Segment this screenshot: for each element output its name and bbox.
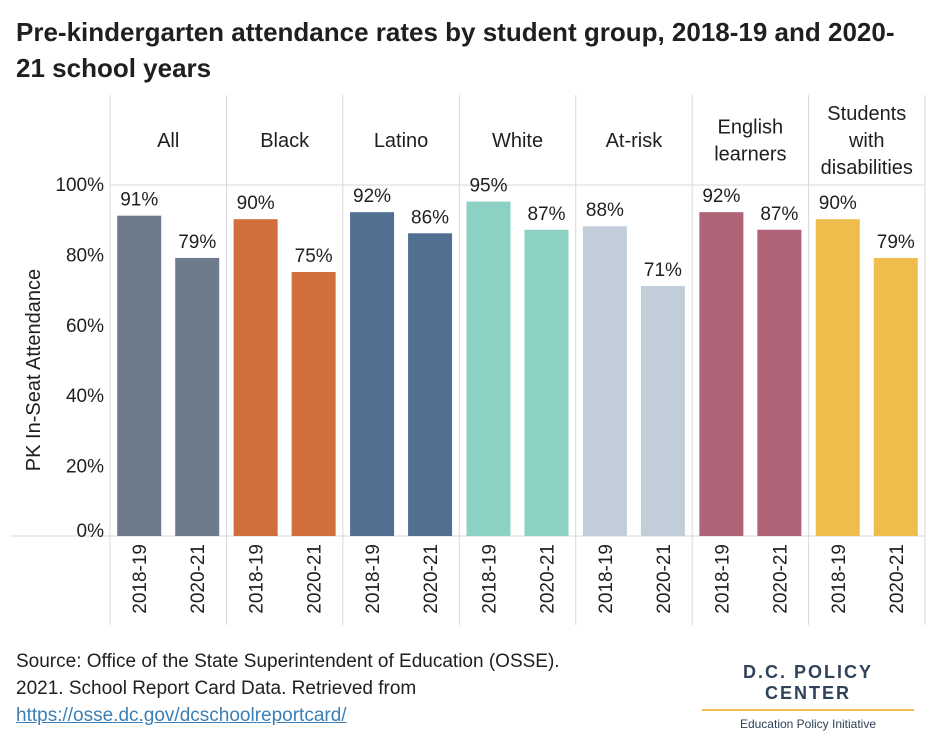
bar-data-label: 88% bbox=[586, 200, 624, 221]
group-header-label: English bbox=[718, 117, 784, 139]
bar bbox=[757, 229, 802, 536]
x-tick-label: 2018-19 bbox=[363, 544, 384, 614]
x-tick-label: 2020-21 bbox=[887, 544, 908, 614]
bar-data-label: 79% bbox=[877, 232, 915, 253]
group-header-label: learners bbox=[714, 144, 786, 166]
logo-subtitle: Education Policy Initiative bbox=[739, 717, 877, 731]
x-tick-label: 2020-21 bbox=[654, 544, 675, 614]
x-tick-label: 2018-19 bbox=[829, 544, 850, 614]
group-header-label: At-risk bbox=[606, 130, 664, 152]
bar-data-label: 87% bbox=[760, 204, 798, 225]
y-tick-label: 80% bbox=[66, 245, 104, 266]
bar bbox=[291, 272, 336, 536]
x-tick-label: 2018-19 bbox=[247, 544, 268, 614]
x-tick-label: 2018-19 bbox=[596, 544, 617, 614]
group-header-label: with bbox=[848, 130, 885, 152]
bar bbox=[524, 229, 569, 536]
bar-data-label: 90% bbox=[237, 193, 275, 214]
y-tick-label: 60% bbox=[66, 316, 104, 337]
logo-name: D.C. POLICY CENTER bbox=[702, 662, 914, 711]
bar bbox=[699, 212, 744, 536]
bar bbox=[582, 226, 627, 537]
y-axis-title: PK In-Seat Attendance bbox=[23, 269, 45, 471]
bar-data-label: 92% bbox=[702, 186, 740, 207]
bar-data-label: 90% bbox=[819, 193, 857, 214]
x-tick-label: 2020-21 bbox=[770, 544, 791, 614]
x-tick-label: 2020-21 bbox=[188, 544, 209, 614]
y-tick-label: 40% bbox=[66, 386, 104, 407]
bar bbox=[466, 201, 511, 536]
source-line-1: Source: Office of the State Superintende… bbox=[16, 651, 560, 672]
x-tick-label: 2018-19 bbox=[130, 544, 151, 614]
bar bbox=[233, 219, 278, 536]
bar bbox=[873, 257, 918, 536]
dc-policy-center-logo: D.C. POLICY CENTER Education Policy Init… bbox=[702, 662, 914, 731]
group-header-label: All bbox=[157, 130, 179, 152]
source-line-2: 2021. School Report Card Data. Retrieved… bbox=[16, 678, 417, 699]
bar bbox=[117, 215, 162, 536]
bar bbox=[815, 219, 860, 536]
bar bbox=[408, 233, 453, 536]
group-header-label: White bbox=[492, 130, 543, 152]
source-link[interactable]: https://osse.dc.gov/dcschoolreportcard/ bbox=[16, 705, 347, 726]
bar-data-label: 95% bbox=[469, 176, 507, 197]
bar-data-label: 86% bbox=[411, 207, 449, 228]
group-header-label: disabilities bbox=[821, 157, 913, 179]
bar-chart: 0% 20% 40% 60% 80% 100% PK In-Seat Attendance A… bbox=[10, 95, 926, 625]
x-tick-label: 2018-19 bbox=[712, 544, 733, 614]
y-tick-label: 100% bbox=[55, 175, 104, 196]
bar bbox=[350, 212, 395, 536]
x-tick-label: 2018-19 bbox=[480, 544, 501, 614]
x-tick-label: 2020-21 bbox=[421, 544, 442, 614]
chart-title: Pre-kindergarten attendance rates by stu… bbox=[16, 17, 895, 83]
group-header-label: Black bbox=[260, 130, 310, 152]
x-tick-label: 2020-21 bbox=[538, 544, 559, 614]
bar bbox=[640, 286, 685, 536]
bar-data-label: 92% bbox=[353, 186, 391, 207]
group-header-label: Latino bbox=[374, 130, 429, 152]
y-tick-label: 0% bbox=[77, 521, 105, 542]
source-note: Source: Office of the State Superintende… bbox=[16, 648, 676, 729]
y-tick-label: 20% bbox=[66, 457, 104, 478]
bar-data-label: 87% bbox=[527, 204, 565, 225]
group-header-label: Students bbox=[827, 103, 906, 125]
bar-data-label: 75% bbox=[295, 246, 333, 267]
bar bbox=[175, 257, 220, 536]
bar-data-label: 71% bbox=[644, 260, 682, 281]
x-tick-label: 2020-21 bbox=[305, 544, 326, 614]
bar-data-label: 79% bbox=[178, 232, 216, 253]
bar-data-label: 91% bbox=[120, 190, 158, 211]
